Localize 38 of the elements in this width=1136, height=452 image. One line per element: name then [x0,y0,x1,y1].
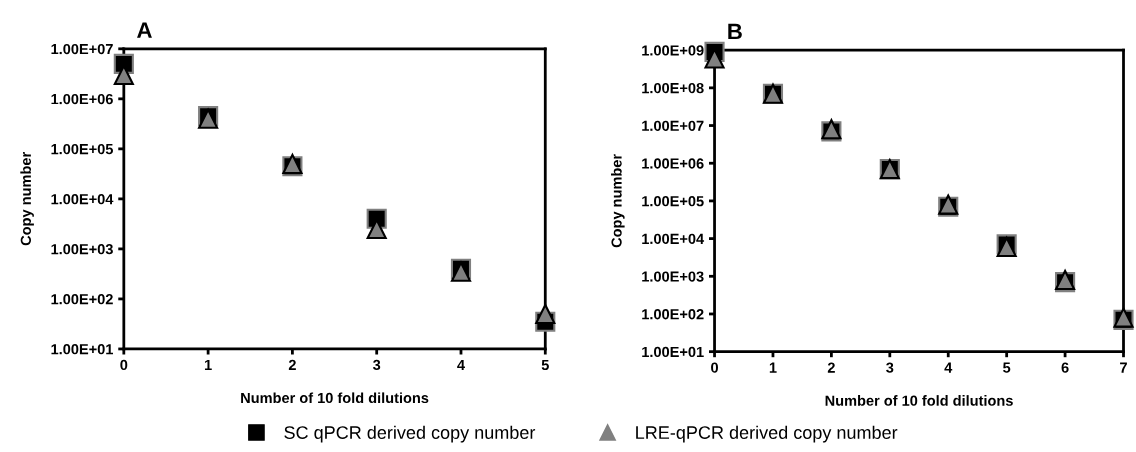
legend-label: LRE-qPCR derived copy number [636,425,898,443]
x-tick-label: 0 [711,362,718,373]
x-tick-label: 0 [120,359,128,371]
x-axis-title: Number of 10 fold dilutions [241,392,429,404]
x-tick-label: 1 [769,362,777,373]
x-tick-label: 2 [827,362,835,373]
x-tick-label: 1 [204,359,212,370]
y-tick-label: 1.00E+01 [642,346,704,358]
x-tick-label: 6 [1061,362,1069,373]
y-axis-title: Copy number [20,152,34,246]
y-tick-label: 1.00E+02 [51,294,113,305]
x-tick-label: 7 [1120,362,1127,373]
x-tick-label: 5 [541,359,549,371]
x-axis-title: Number of 10 fold dilutions [825,395,1013,406]
y-tick-label: 1.00E+06 [642,158,704,169]
y-tick-label: 1.00E+06 [51,93,113,105]
chart-title: B [728,23,742,40]
y-tick-label: 1.00E+08 [642,82,704,94]
y-tick-label: 1.00E+02 [642,309,704,320]
chart-title: A [137,22,152,38]
y-tick-label: 1.00E+03 [51,244,113,255]
y-tick-label: 1.00E+07 [642,120,704,131]
y-tick-label: 1.00E+04 [51,193,114,205]
legend-label: SC qPCR derived copy number [284,425,536,443]
y-tick-label: 1.00E+04 [642,233,705,245]
y-tick-label: 1.00E+01 [51,344,113,355]
y-tick-label: 1.00E+03 [642,271,704,282]
x-tick-label: 4 [457,359,465,370]
y-tick-label: 1.00E+07 [51,43,113,55]
y-tick-label: 1.00E+09 [642,45,704,56]
x-tick-label: 5 [1003,362,1011,373]
x-tick-label: 2 [288,359,296,370]
x-tick-label: 3 [886,362,894,373]
x-tick-label: 4 [944,362,953,373]
y-tick-label: 1.00E+05 [51,143,113,155]
y-axis-title: Copy number [611,154,625,248]
y-tick-label: 1.00E+05 [642,196,704,207]
x-tick-label: 3 [372,359,381,371]
